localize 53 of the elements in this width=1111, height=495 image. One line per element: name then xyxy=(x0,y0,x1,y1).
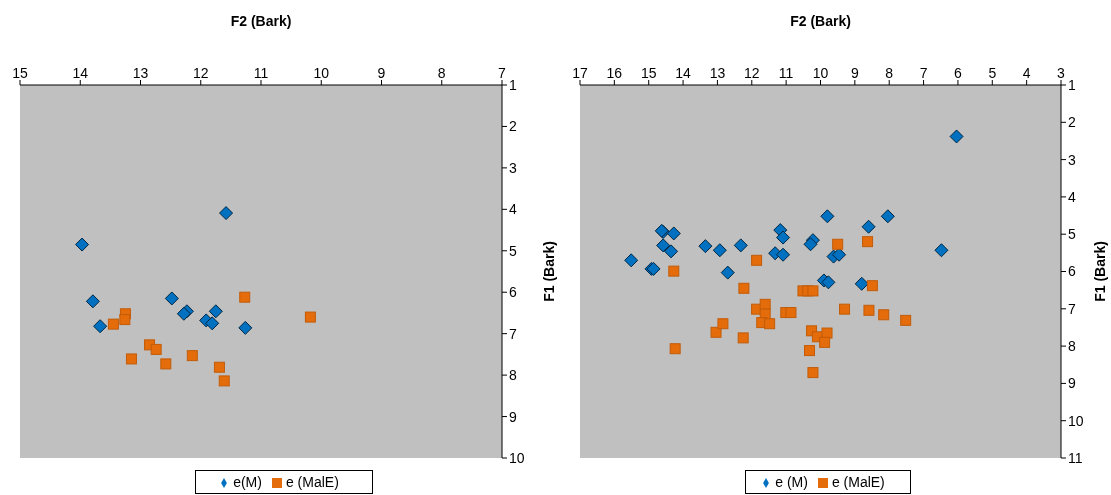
x-tick-label: 8 xyxy=(885,65,894,81)
x-axis-title: F2 (Bark) xyxy=(230,13,292,29)
y-tick-label: 7 xyxy=(1068,300,1076,317)
x-tick-label: 14 xyxy=(675,65,692,81)
y-tick-label: 2 xyxy=(509,118,517,135)
x-tick-label: 4 xyxy=(1022,65,1031,81)
x-tick-label: 12 xyxy=(744,65,760,81)
x-tick-label: 14 xyxy=(72,65,89,81)
y-tick-label: 7 xyxy=(509,325,517,342)
legend-label: e (MalE) xyxy=(285,474,339,490)
x-tick-label: 9 xyxy=(850,65,859,81)
x-tick-label: 6 xyxy=(954,65,963,81)
y-tick-label: 6 xyxy=(509,284,517,301)
y-tick-label: 6 xyxy=(1068,263,1076,280)
x-tick-label: 7 xyxy=(498,65,507,81)
x-tick-label: 10 xyxy=(812,65,829,81)
x-tick-label: 17 xyxy=(572,65,588,81)
y-tick-label: 3 xyxy=(1068,151,1076,168)
y-tick-label: 4 xyxy=(509,201,517,218)
y-tick-label: 5 xyxy=(1068,226,1076,243)
x-tick-label: 11 xyxy=(253,65,269,81)
y-tick-label: 4 xyxy=(1068,188,1076,205)
y-tick-label: 10 xyxy=(1068,412,1084,429)
x-tick-label: 11 xyxy=(778,65,794,81)
y-tick-label: 11 xyxy=(1068,449,1083,466)
y-tick-label: 5 xyxy=(509,242,517,259)
x-axis-title: F2 (Bark) xyxy=(790,13,851,29)
x-tick-label: 7 xyxy=(919,65,928,81)
x-tick-label: 15 xyxy=(12,65,28,81)
y-axis-title: F1 (Bark) xyxy=(1092,241,1108,302)
x-tick-label: 13 xyxy=(709,65,726,81)
y-tick-label: 1 xyxy=(1068,76,1076,93)
y-tick-label: 2 xyxy=(1068,114,1076,131)
y-tick-label: 1 xyxy=(509,76,517,93)
legend-label: e (M) xyxy=(775,474,808,490)
x-tick-label: 5 xyxy=(988,65,997,81)
y-tick-label: 9 xyxy=(509,408,517,425)
x-tick-label: 16 xyxy=(606,65,623,81)
legend-label: e (MalE) xyxy=(831,474,885,490)
y-tick-label: 10 xyxy=(509,449,525,466)
x-tick-label: 3 xyxy=(1057,65,1066,81)
y-tick-label: 8 xyxy=(1068,338,1076,355)
x-tick-label: 9 xyxy=(377,65,386,81)
x-tick-label: 15 xyxy=(640,65,657,81)
y-tick-label: 3 xyxy=(509,159,517,176)
y-tick-label: 8 xyxy=(509,367,517,384)
y-tick-label: 9 xyxy=(1068,375,1076,392)
x-tick-label: 10 xyxy=(313,65,330,81)
legend-label: e(M) xyxy=(233,474,262,490)
x-tick-label: 8 xyxy=(437,65,446,81)
x-tick-label: 13 xyxy=(132,65,149,81)
x-tick-label: 12 xyxy=(192,65,209,81)
y-axis-title: F1 (Bark) xyxy=(541,241,557,302)
